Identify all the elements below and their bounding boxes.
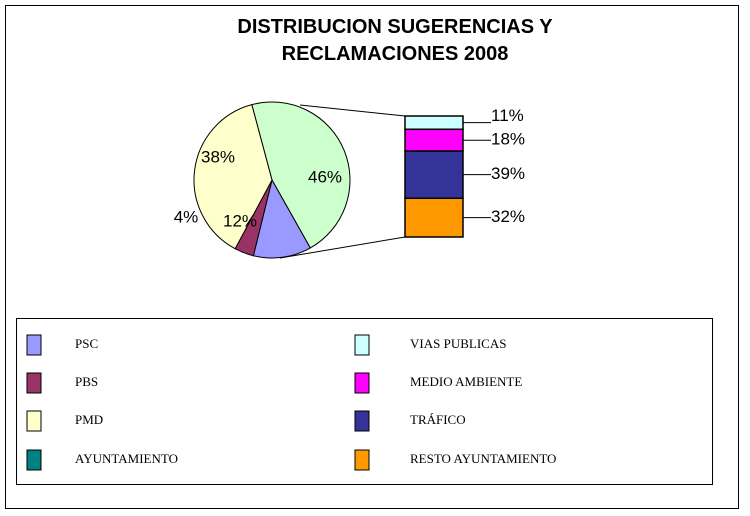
bar-segment — [404, 150, 464, 200]
connector-line — [279, 236, 406, 259]
legend-label: VIAS PUBLICAS — [410, 336, 506, 351]
legend-swatch — [354, 449, 370, 471]
pie-slice — [251, 101, 351, 249]
legend-label: RESTO AYUNTAMIENTO — [410, 451, 556, 466]
pie-data-label: 12% — [223, 211, 257, 230]
bar-segment — [404, 115, 464, 131]
legend-swatch — [26, 334, 42, 356]
legend-label: PSC — [75, 336, 98, 351]
bar-data-label: 32% — [491, 207, 525, 226]
pie-data-label: 38% — [201, 147, 235, 166]
bar-segment — [404, 128, 464, 152]
legend-label: TRÁFICO — [410, 412, 466, 427]
bar-segment — [404, 197, 464, 238]
legend-swatch — [354, 410, 370, 432]
bar-data-label: 39% — [491, 164, 525, 183]
chart-title: DISTRIBUCION SUGERENCIAS Y RECLAMACIONES… — [237, 16, 553, 65]
pie-data-label: 4% — [174, 207, 199, 226]
legend-swatch — [354, 334, 370, 356]
pie-data-label: 46% — [308, 167, 342, 186]
legend-label: MEDIO AMBIENTE — [410, 374, 522, 389]
legend-label: PBS — [75, 374, 98, 389]
legend-label: PMD — [75, 412, 103, 427]
legend-swatch — [26, 410, 42, 432]
connector-line — [299, 104, 406, 117]
bar-data-label: 11% — [491, 106, 524, 125]
bar-data-label: 18% — [491, 130, 525, 149]
legend-swatch — [26, 449, 42, 471]
pie-slice — [193, 104, 273, 250]
legend-swatch — [354, 372, 370, 394]
legend-swatch — [26, 372, 42, 394]
legend-label: AYUNTAMIENTO — [75, 451, 178, 466]
